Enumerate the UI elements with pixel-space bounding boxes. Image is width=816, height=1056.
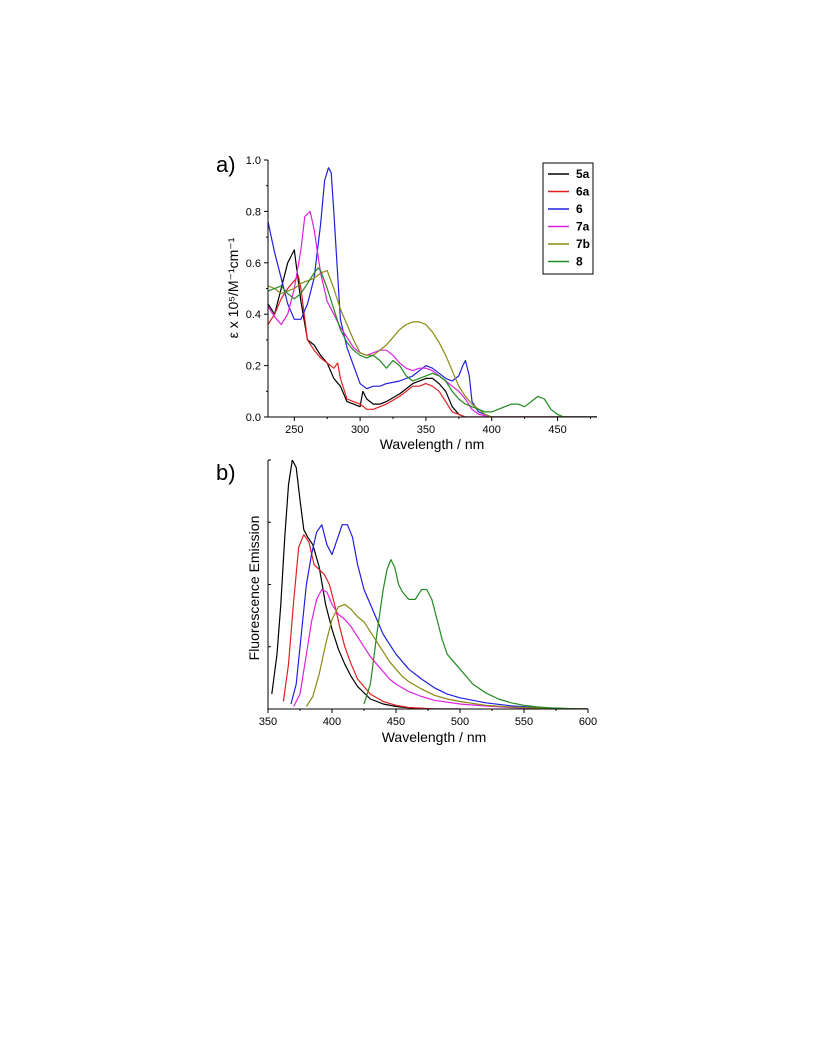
absorption-x-tick-label: 400 bbox=[483, 424, 501, 436]
legend-label-8: 8 bbox=[576, 255, 583, 269]
absorption-series-6 bbox=[268, 167, 597, 417]
emission-y-axis-label: Fluorescence Emission bbox=[246, 516, 262, 661]
absorption-x-axis-label: Wavelength / nm bbox=[380, 436, 485, 452]
panel-label-b: b) bbox=[216, 460, 236, 485]
emission-series-2 bbox=[282, 534, 460, 709]
emission-series-3 bbox=[290, 524, 588, 709]
absorption-series-8 bbox=[268, 267, 597, 417]
absorption-series-7b bbox=[268, 269, 597, 417]
emission-x-tick-label: 600 bbox=[579, 716, 597, 728]
emission-axes: 350 400 450 500 550 600 bbox=[259, 459, 597, 728]
absorption-y-tick-label: 0.2 bbox=[246, 361, 261, 373]
absorption-chart: a) 250 300 350 400 450 0.0 0.2 0.4 0.6 0.8 1.0 Wav… bbox=[216, 152, 597, 452]
legend-label-6: 6 bbox=[576, 202, 583, 216]
absorption-series-6a bbox=[268, 275, 597, 417]
absorption-series-layer bbox=[268, 167, 597, 417]
emission-series-5 bbox=[305, 603, 588, 709]
absorption-y-axis-label: ε x 10⁵/M⁻¹cm⁻¹ bbox=[225, 237, 241, 338]
emission-x-tick-label: 550 bbox=[515, 716, 533, 728]
absorption-y-tick-label: 0.4 bbox=[246, 309, 261, 321]
absorption-x-tick-label: 450 bbox=[548, 424, 566, 436]
absorption-y-tick-label: 0.8 bbox=[246, 206, 261, 218]
absorption-x-tick-label: 250 bbox=[285, 424, 303, 436]
legend-label-6a: 6a bbox=[576, 185, 590, 199]
legend: 5a 6a 6 7a 7b 8 bbox=[542, 162, 594, 275]
emission-x-tick-label: 450 bbox=[387, 716, 405, 728]
absorption-y-tick-label: 0.6 bbox=[246, 258, 261, 270]
legend-label-7b: 7b bbox=[576, 237, 590, 251]
emission-x-tick-label: 350 bbox=[259, 716, 277, 728]
emission-x-axis-label: Wavelength / nm bbox=[382, 729, 487, 745]
emission-series-1 bbox=[271, 460, 460, 709]
emission-chart: b) 350 400 450 500 550 600 Wavelength / nm Fl… bbox=[216, 459, 597, 745]
emission-series-layer bbox=[271, 460, 588, 709]
legend-box bbox=[542, 162, 594, 275]
absorption-x-tick-label: 350 bbox=[417, 424, 435, 436]
emission-series-6 bbox=[363, 559, 588, 709]
legend-label-5a: 5a bbox=[576, 167, 590, 181]
absorption-y-tick-label: 1.0 bbox=[246, 155, 261, 167]
absorption-x-tick-label: 300 bbox=[351, 424, 369, 436]
emission-x-tick-label: 400 bbox=[323, 716, 341, 728]
emission-series-4 bbox=[293, 588, 588, 709]
emission-x-tick-label: 500 bbox=[451, 716, 469, 728]
panel-label-a: a) bbox=[216, 152, 236, 177]
legend-label-7a: 7a bbox=[576, 220, 590, 234]
absorption-y-tick-label: 0.0 bbox=[246, 412, 261, 424]
absorption-axes: 250 300 350 400 450 0.0 0.2 0.4 0.6 0.8 1.0 bbox=[246, 155, 597, 436]
